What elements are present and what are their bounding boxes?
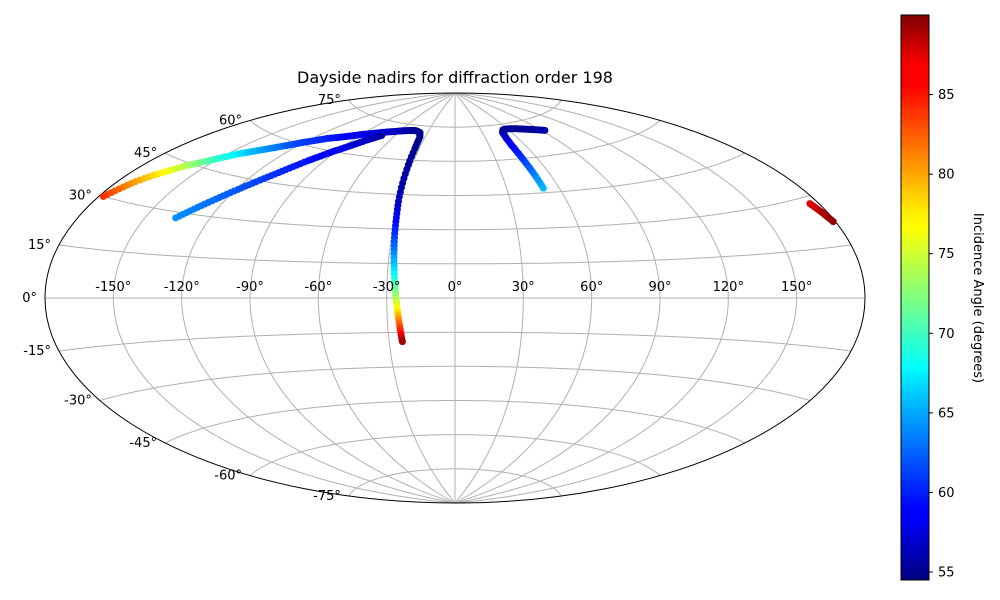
colorbar-tick-label: 55 — [938, 566, 955, 581]
colorbar-label: Incidence Angle (degrees) — [970, 213, 985, 383]
longitude-tick-label: 120° — [713, 280, 744, 295]
parallel-line — [58, 331, 852, 352]
longitude-tick-label: 90° — [648, 280, 671, 295]
longitude-tick-label: 60° — [580, 280, 603, 295]
latitude-tick-label: 15° — [28, 238, 51, 253]
colorbar-gradient — [900, 14, 930, 581]
latitude-tick-label: -60° — [214, 469, 242, 484]
parallel-line — [164, 152, 746, 196]
latitude-tick-label: -75° — [313, 489, 341, 504]
parallel-line — [58, 244, 852, 265]
longitude-tick-label: -60° — [304, 280, 332, 295]
latitude-tick-label: -45° — [129, 436, 157, 451]
parallel-line — [348, 99, 562, 128]
grid — [45, 93, 865, 503]
longitude-tick-label: 0° — [448, 280, 463, 295]
map-outline — [44, 92, 866, 504]
latitude-tick-label: 0° — [22, 291, 37, 306]
colorbar-ticks: 55 60 65 70 75 80 85 — [929, 88, 955, 581]
latitude-tick-label: 30° — [69, 189, 92, 204]
colorbar-tick-label: 60 — [938, 486, 955, 501]
colorbar-tick-label: 75 — [938, 247, 955, 262]
colorbar: 55 60 65 70 75 80 85 Incidence Angle (degrees) — [900, 14, 985, 581]
colorbar-tick-label: 85 — [938, 88, 955, 103]
scatter-points — [99, 125, 837, 346]
longitude-tick-label: -30° — [373, 280, 401, 295]
data-point — [398, 338, 406, 346]
latitude-tick-labels: -75° -60° -45° -30° -15° 0° 15° 30° 45° 60° 75° — [22, 93, 341, 504]
parallel-line — [99, 195, 811, 231]
map-area: -150° -120° -90° -60° -30° 0° 30° 60° 90° 120° 150… — [22, 92, 866, 504]
parallel-line — [99, 365, 811, 401]
latitude-tick-label: -15° — [23, 344, 51, 359]
colorbar-tick-label: 80 — [938, 168, 955, 183]
latitude-tick-label: -30° — [64, 394, 92, 409]
longitude-tick-label: -90° — [236, 280, 264, 295]
chart-title: Dayside nadirs for diffraction order 198 — [297, 68, 613, 87]
longitude-tick-labels: -150° -120° -90° -60° -30° 0° 30° 60° 90° 120° 150… — [95, 280, 812, 295]
parallel-line — [249, 434, 661, 476]
data-point — [541, 126, 549, 134]
data-point — [378, 132, 386, 139]
latitude-tick-label: 75° — [318, 93, 341, 108]
longitude-tick-label: -150° — [95, 280, 131, 295]
parallel-line — [164, 400, 746, 444]
colorbar-tick-label: 70 — [938, 327, 955, 342]
longitude-tick-label: -120° — [164, 280, 200, 295]
longitude-tick-label: 150° — [781, 280, 812, 295]
colorbar-tick-label: 65 — [938, 406, 955, 421]
latitude-tick-label: 45° — [134, 146, 157, 161]
longitude-tick-label: 30° — [512, 280, 535, 295]
latitude-tick-label: 60° — [219, 114, 242, 129]
data-point — [829, 218, 837, 226]
parallel-line — [348, 468, 562, 497]
